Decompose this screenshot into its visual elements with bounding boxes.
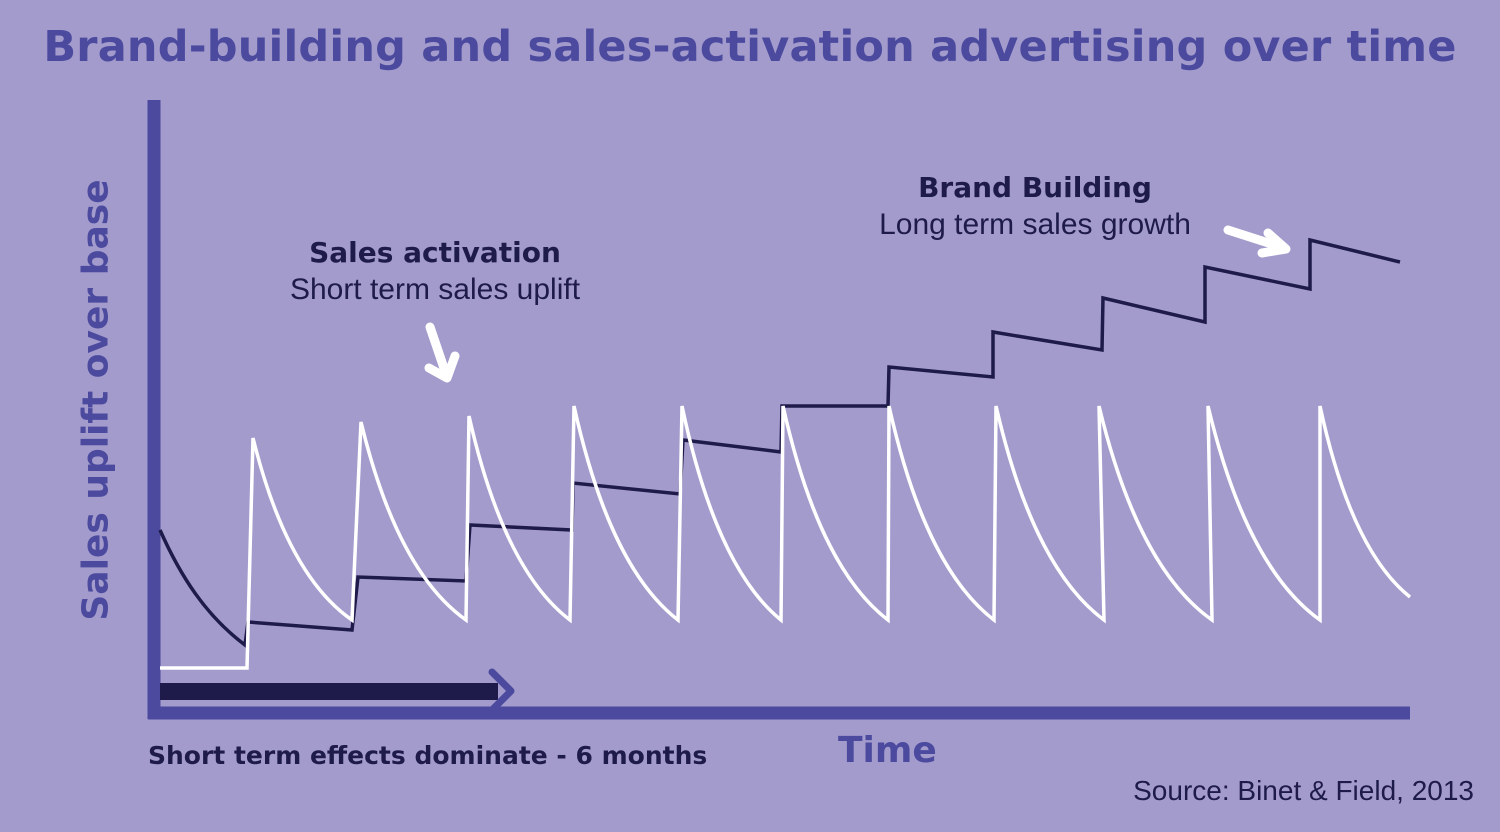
short-term-arrow-head [488,668,515,714]
chart-title: Brand-building and sales-activation adve… [43,22,1457,72]
arrow-icon [424,322,460,383]
sales-activation-text: Short term sales uplift [289,273,581,306]
sales-activation-annotation: Sales activation Short term sales uplift [245,234,625,308]
short-term-bar [160,683,498,700]
source-credit: Source: Binet & Field, 2013 [1133,775,1474,806]
brand-building-text: Long term sales growth [879,208,1191,241]
x-axis-label: Time [838,730,937,771]
sales-activation-line [160,405,1412,670]
arrow-icon [1223,225,1291,258]
brand-building-line [158,237,1401,649]
sales-activation-heading: Sales activation [309,236,561,269]
brand-building-annotation: Brand Building Long term sales growth [845,169,1225,243]
brand-building-heading: Brand Building [918,171,1152,204]
short-term-note: Short term effects dominate - 6 months [148,741,708,770]
